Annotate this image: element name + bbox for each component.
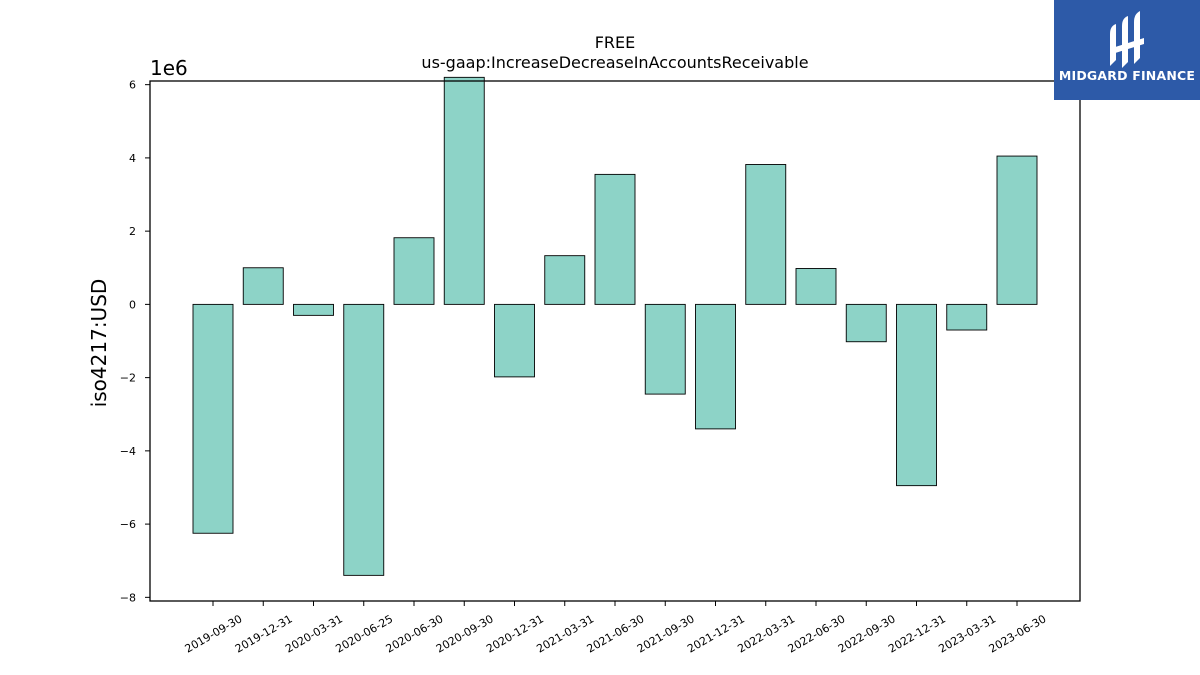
bar-2023-06-30 — [996, 155, 1038, 305]
y-tick-label: −4 — [120, 445, 136, 458]
bar-2022-09-30 — [845, 303, 887, 343]
y-axis-label: iso4217:USD — [87, 279, 111, 408]
plot-frame — [149, 80, 1081, 602]
x-ticks-group: 2019-09-302019-12-312020-03-312020-06-25… — [183, 601, 1049, 656]
bar-2021-09-30 — [644, 303, 686, 395]
bars-group — [192, 76, 1038, 576]
bar-2021-06-30 — [594, 173, 636, 305]
logo-text: MIDGARD FINANCE — [1058, 68, 1196, 83]
logo-mark-icon — [1110, 11, 1144, 68]
bar-2020-03-31 — [293, 303, 334, 316]
bar-2023-03-31 — [946, 303, 988, 331]
y-tick-label: 2 — [129, 225, 136, 238]
bar-2021-03-31 — [544, 255, 586, 305]
midgard-finance-logo: MIDGARD FINANCE — [1054, 0, 1200, 100]
bar-2019-12-31 — [242, 267, 284, 305]
y-tick-label: −6 — [120, 518, 136, 531]
chart-title: FREE — [595, 33, 636, 52]
bar-2020-06-25 — [343, 303, 385, 576]
y-scale-label: 1e6 — [150, 56, 188, 80]
y-tick-label: 0 — [129, 298, 136, 311]
x-tick-label: 2023-06-30 — [987, 612, 1049, 655]
bar-2022-03-31 — [745, 164, 787, 305]
y-tick-label: −2 — [120, 372, 136, 385]
y-tick-label: 4 — [129, 152, 136, 165]
bar-2019-09-30 — [192, 303, 234, 534]
y-tick-label: 6 — [129, 79, 136, 92]
bar-2020-09-30 — [443, 76, 485, 305]
chart-subtitle: us-gaap:IncreaseDecreaseInAccountsReceiv… — [421, 53, 808, 72]
bar-2021-12-31 — [695, 303, 736, 430]
bar-2020-06-30 — [393, 237, 435, 305]
bar-2022-06-30 — [795, 268, 837, 305]
y-tick-label: −8 — [120, 591, 136, 604]
bar-2020-12-31 — [494, 303, 535, 378]
y-ticks-group: −8 −6 −4 −2 0 2 4 6 — [120, 79, 150, 604]
bar-2022-12-31 — [896, 303, 937, 487]
